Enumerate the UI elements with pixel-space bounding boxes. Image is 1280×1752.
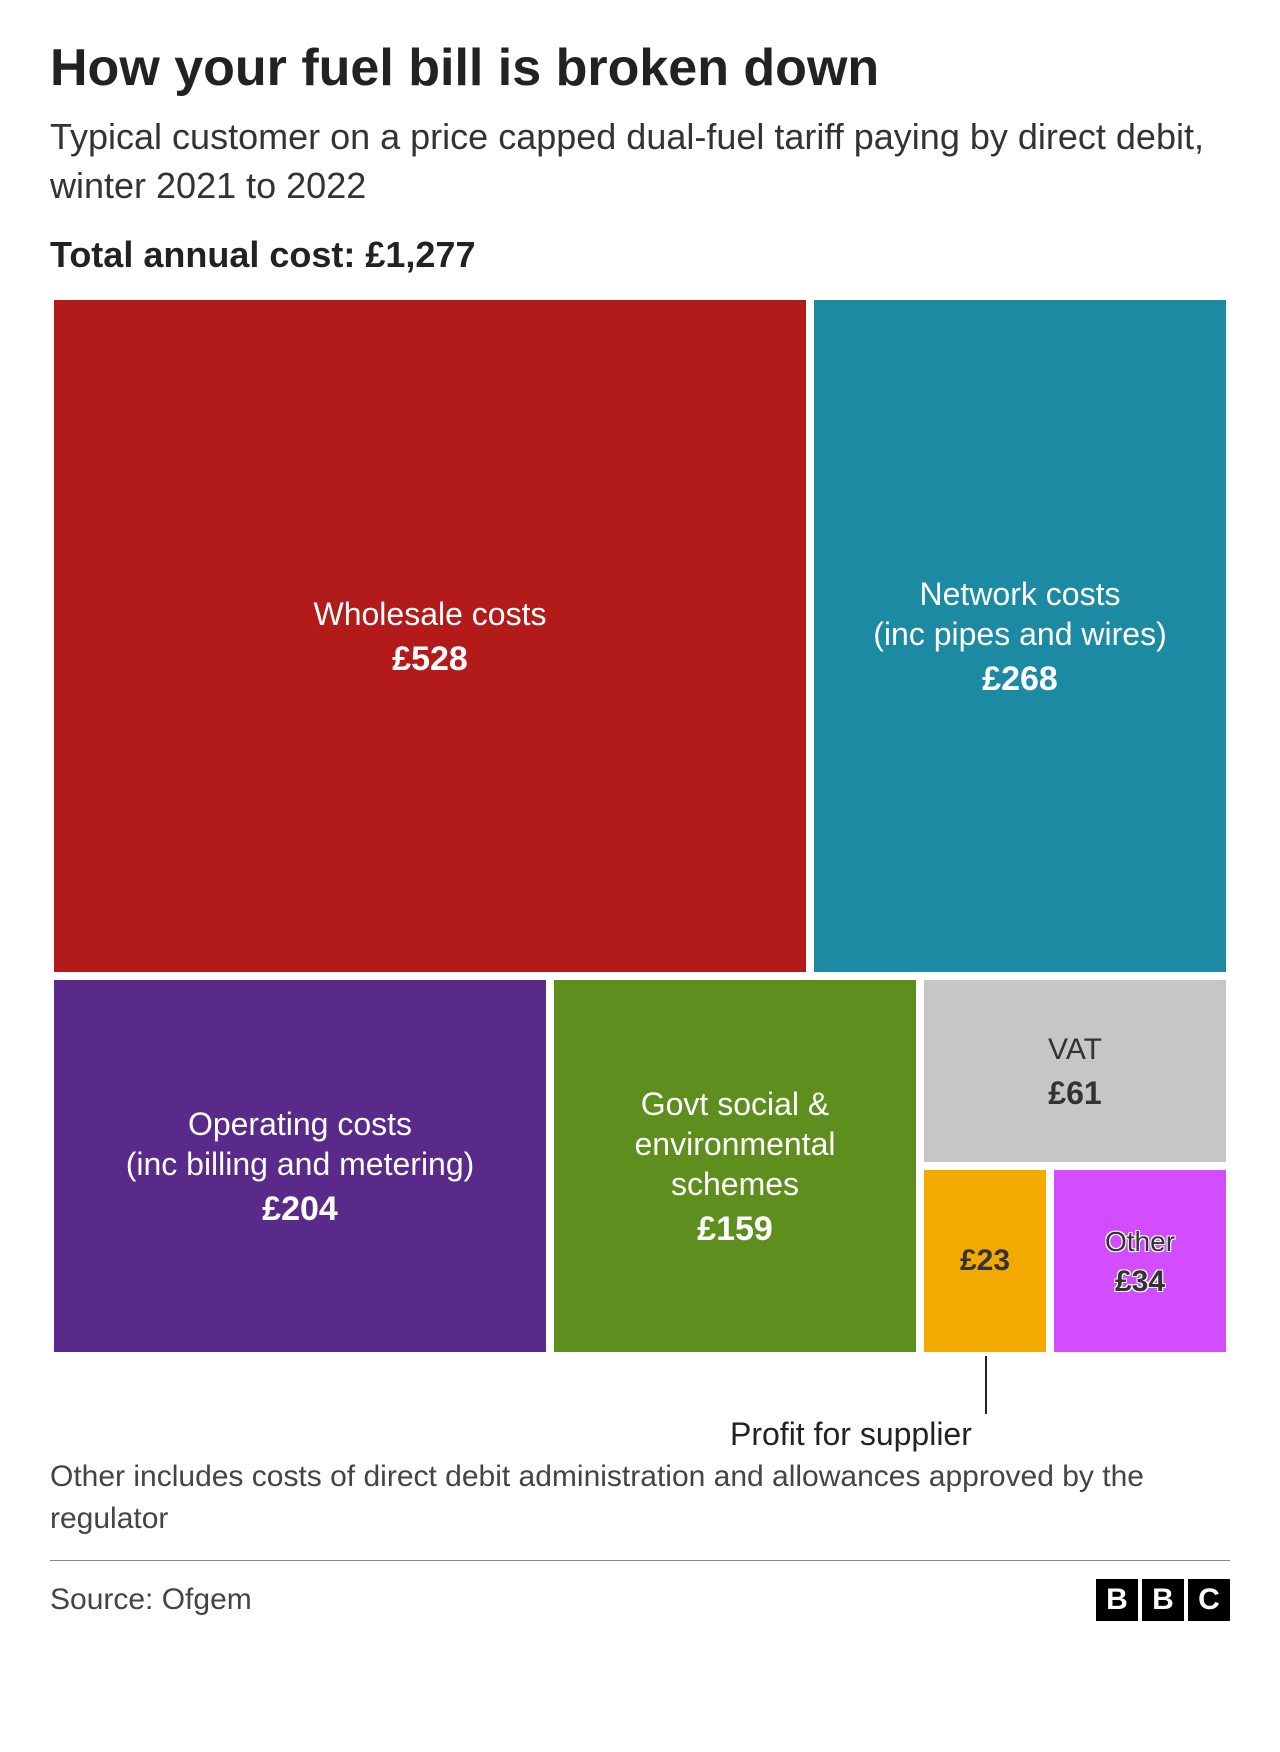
cell-label: Wholesale costs [314, 594, 547, 634]
cell-value: £268 [982, 660, 1058, 699]
bbc-logo-letter: B [1142, 1579, 1184, 1621]
chart-title: How your fuel bill is broken down [50, 40, 1230, 97]
cell-value: £34 [1115, 1265, 1165, 1299]
treemap-cell-profit: £23 [920, 1166, 1050, 1356]
cell-value: £23 [960, 1244, 1010, 1278]
callout-line [985, 1356, 987, 1414]
cell-value: £204 [262, 1190, 338, 1229]
cell-label: Other [1105, 1224, 1175, 1259]
treemap-cell-other: Other £34 [1050, 1166, 1230, 1356]
footnote-text: Other includes costs of direct debit adm… [50, 1456, 1230, 1540]
cell-label: Network costs(inc pipes and wires) [873, 574, 1166, 654]
cell-label: Operating costs(inc billing and metering… [126, 1104, 475, 1184]
bbc-logo-letter: C [1188, 1579, 1230, 1621]
cell-label: VAT [1048, 1031, 1102, 1069]
bbc-logo: B B C [1096, 1579, 1230, 1621]
bbc-logo-letter: B [1096, 1579, 1138, 1621]
source-label: Source: Ofgem [50, 1583, 252, 1617]
callout-text: Profit for supplier [730, 1416, 972, 1453]
cell-value: £528 [392, 640, 468, 679]
treemap-cell-wholesale: Wholesale costs £528 [50, 296, 810, 976]
treemap-cell-vat: VAT £61 [920, 976, 1230, 1166]
treemap-chart: Wholesale costs £528 Network costs(inc pip… [50, 296, 1230, 1356]
treemap-cell-network: Network costs(inc pipes and wires) £268 [810, 296, 1230, 976]
total-cost-label: Total annual cost: £1,277 [50, 234, 1230, 276]
chart-subtitle: Typical customer on a price capped dual-… [50, 113, 1230, 210]
cell-value: £159 [697, 1210, 773, 1249]
footer-row: Source: Ofgem B B C [50, 1560, 1230, 1621]
treemap-cell-govt: Govt social &environmentalschemes £159 [550, 976, 920, 1356]
cell-value: £61 [1048, 1075, 1101, 1112]
cell-label: Govt social &environmentalschemes [635, 1084, 836, 1204]
treemap-cell-operating: Operating costs(inc billing and metering… [50, 976, 550, 1356]
